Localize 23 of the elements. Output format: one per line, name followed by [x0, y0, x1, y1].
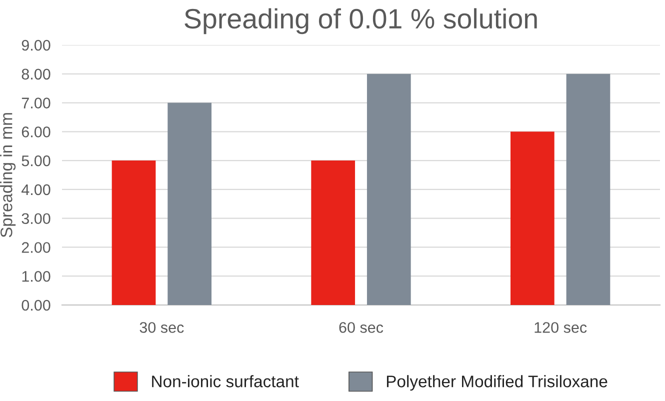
y-tick-label: 9.00	[22, 40, 50, 51]
y-tick-label: 8.00	[22, 68, 50, 80]
x-tick-label: 60 sec	[339, 322, 384, 333]
x-tick-label: 30 sec	[140, 322, 184, 333]
y-tick-label: 0.00	[22, 300, 50, 311]
bar	[112, 160, 156, 305]
y-tick-label: 6.00	[22, 126, 50, 138]
x-tick-label: 120 sec	[534, 322, 587, 333]
y-tick-label: 2.00	[22, 242, 50, 253]
y-axis-title: Spreading in mm	[0, 113, 16, 238]
legend-label: Non-ionic surfactant	[152, 375, 299, 388]
bar	[510, 132, 554, 305]
y-tick-label: 1.00	[22, 270, 50, 282]
y-tick-label: 4.00	[22, 184, 50, 196]
bar	[566, 74, 610, 305]
chart-title: Spreading of 0.01 % solution	[184, 8, 537, 34]
bar	[311, 160, 356, 305]
bar	[168, 102, 212, 305]
y-tick-label: 3.00	[22, 213, 50, 224]
y-tick-label: 7.00	[22, 98, 50, 108]
bar	[366, 74, 411, 305]
legend-label: Polyether Modified Trisiloxane	[386, 375, 608, 391]
y-tick-label: 5.00	[22, 155, 50, 166]
